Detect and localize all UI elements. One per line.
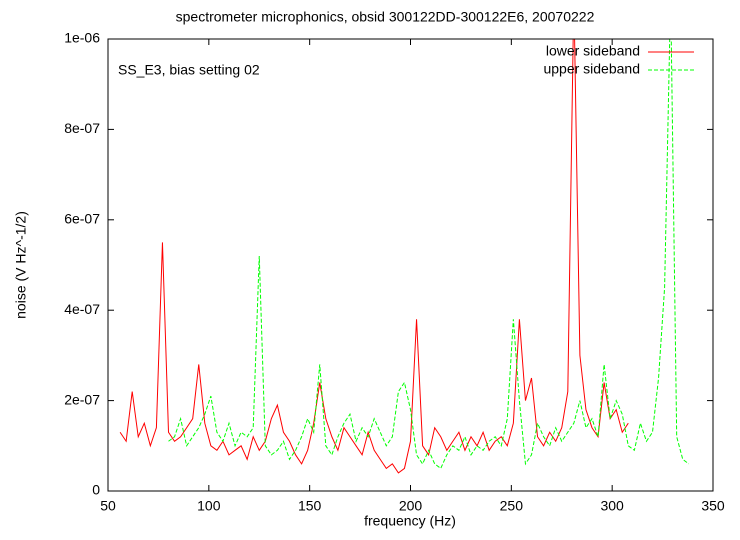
plot-area <box>119 39 690 474</box>
y-tick-label: 0 <box>92 482 100 498</box>
x-tick-label: 50 <box>100 498 116 514</box>
y-tick-label: 1e-06 <box>64 30 100 46</box>
legend-label: upper sideband <box>543 61 640 77</box>
y-tick-label: 4e-07 <box>64 301 100 317</box>
x-tick-label: 200 <box>399 498 423 514</box>
y-tick-label: 8e-07 <box>64 120 100 136</box>
series-line <box>119 39 629 474</box>
x-tick-label: 100 <box>197 498 221 514</box>
x-tick-label: 150 <box>298 498 322 514</box>
x-tick-label: 350 <box>701 498 725 514</box>
y-tick-label: 2e-07 <box>64 391 100 407</box>
series-line <box>168 39 690 470</box>
plot-frame <box>107 38 714 492</box>
x-axis-label: frequency (Hz) <box>364 513 456 529</box>
y-tick-label: 6e-07 <box>64 211 100 227</box>
chart-title: spectrometer microphonics, obsid 300122D… <box>176 9 595 25</box>
annotation: SS_E3, bias setting 02 <box>118 62 260 78</box>
legend-label: lower sideband <box>546 43 640 59</box>
y-axis-label: noise (V Hz^-1/2) <box>13 211 29 319</box>
x-tick-label: 250 <box>500 498 524 514</box>
x-tick-label: 300 <box>600 498 624 514</box>
